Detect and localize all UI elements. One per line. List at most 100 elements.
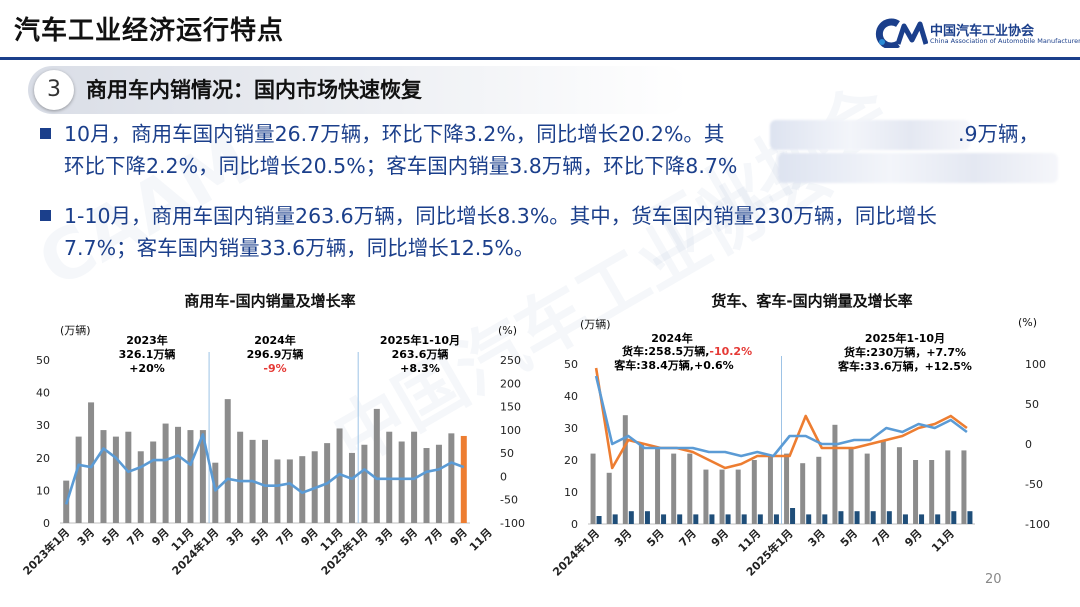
x-tick-label: 9月 xyxy=(902,527,924,549)
y2-tick-label: 100 xyxy=(1025,358,1046,371)
bar-销量-7 xyxy=(150,441,157,523)
bar-货车销量-12 xyxy=(784,453,790,524)
bar-货车销量-8 xyxy=(719,469,725,524)
bar-销量-31 xyxy=(448,433,455,523)
bar-客车销量-5 xyxy=(677,514,683,524)
blurred-region xyxy=(778,153,1058,183)
bar-销量-8 xyxy=(162,423,169,523)
bullet-2-line-2: 7.7%；客车国内销量33.6万辆，同比增长12.5%。 xyxy=(64,236,535,260)
annotation-2023-l2: 326.1万辆 xyxy=(119,347,176,361)
x-tick-label: 5月 xyxy=(398,526,420,548)
blurred-region xyxy=(770,120,970,150)
bar-销量-27 xyxy=(398,441,405,523)
y2-tick-label: 0 xyxy=(1025,438,1032,451)
annotation-2024-l1: 2024年 xyxy=(651,331,693,345)
bar-客车销量-4 xyxy=(661,514,667,524)
bar-销量-30 xyxy=(435,444,442,523)
bar-货车销量-17 xyxy=(864,453,870,524)
x-tick-label: 3月 xyxy=(612,527,634,549)
header-divider xyxy=(0,57,1080,60)
page-number: 20 xyxy=(985,572,1002,587)
x-tick-label: 2023年1月 xyxy=(20,525,73,578)
section-title: 商用车内销情况：国内市场快速恢复 xyxy=(86,78,422,102)
y2-tick-label: 100 xyxy=(500,424,521,437)
bar-销量-32 xyxy=(460,435,467,523)
bar-客车销量-13 xyxy=(806,514,812,524)
bar-销量-17 xyxy=(274,459,281,523)
y2-tick-label: -50 xyxy=(500,494,518,507)
annotation-2024-l3: -9% xyxy=(263,362,286,375)
bar-客车销量-21 xyxy=(935,514,941,524)
bar-客车销量-22 xyxy=(951,511,957,524)
bar-销量-13 xyxy=(224,399,231,523)
x-tick-label: 5月 xyxy=(100,526,122,548)
bar-客车销量-11 xyxy=(773,514,779,524)
x-tick-label: 3月 xyxy=(224,526,246,548)
bar-销量-29 xyxy=(423,448,430,523)
truck-bus-chart: 货车、客车-国内销量及增长率 (万辆) (%) 2024年 货车:258.5万辆… xyxy=(550,292,1050,579)
bar-销量-19 xyxy=(299,456,306,523)
chart-2-ylabel: (万辆) xyxy=(580,317,611,331)
bar-货车销量-15 xyxy=(832,424,838,524)
bar-货车销量-13 xyxy=(800,463,806,524)
bar-货车销量-23 xyxy=(961,450,967,524)
bar-销量-4 xyxy=(112,436,119,523)
bar-货车销量-16 xyxy=(848,447,854,524)
bar-销量-1 xyxy=(75,436,82,523)
bar-货车销量-4 xyxy=(655,447,661,524)
x-tick-label: 5月 xyxy=(249,526,271,548)
bar-销量-14 xyxy=(237,431,244,523)
chart-1-annotations: 2023年 326.1万辆 +20% 2024年 296.9万辆 -9% 202… xyxy=(119,333,460,375)
bar-销量-9 xyxy=(175,426,182,523)
bar-客车销量-14 xyxy=(822,514,828,524)
bar-销量-18 xyxy=(286,459,293,523)
y-tick-label: 30 xyxy=(36,419,50,432)
bar-销量-10 xyxy=(187,430,194,523)
y2-tick-label: -50 xyxy=(1025,478,1043,491)
x-tick-label: 7月 xyxy=(677,527,699,549)
chart-2-title: 货车、客车-国内销量及增长率 xyxy=(711,292,912,310)
commercial-vehicle-chart: 商用车-国内销量及增长率 (万辆) (%) 2023年 326.1万辆 +20%… xyxy=(20,292,525,578)
y2-tick-label: 50 xyxy=(500,447,514,460)
x-tick-label: 3月 xyxy=(373,526,395,548)
bar-客车销量-20 xyxy=(919,514,925,524)
bar-销量-26 xyxy=(386,431,393,523)
bullet-marker xyxy=(40,210,51,221)
bullet-2-line-1: 1-10月，商用车国内销量263.6万辆，同比增长8.3%。其中，货车国内销量2… xyxy=(64,204,937,228)
bar-货车销量-14 xyxy=(816,456,822,524)
bar-销量-24 xyxy=(361,444,368,523)
bar-客车销量-15 xyxy=(838,511,844,524)
chart-1-y2label: (%) xyxy=(498,324,517,337)
y2-tick-label: 50 xyxy=(1025,398,1039,411)
annotation-2025-l2: 263.6万辆 xyxy=(392,347,449,361)
bar-货车销量-7 xyxy=(703,469,709,524)
x-tick-label: 2024年1月 xyxy=(550,526,603,579)
chart-1-title: 商用车-国内销量及增长率 xyxy=(184,292,355,310)
bar-货车销量-3 xyxy=(638,444,644,524)
y-tick-label: 0 xyxy=(43,517,50,530)
x-tick-label: 9月 xyxy=(709,527,731,549)
section-bar xyxy=(28,66,688,114)
bar-客车销量-12 xyxy=(790,508,796,524)
y2-tick-label: -100 xyxy=(500,517,525,530)
bar-客车销量-8 xyxy=(725,514,731,524)
bar-客车销量-18 xyxy=(886,511,892,524)
annotation-2025-l3: +8.3% xyxy=(400,362,440,375)
bar-客车销量-1 xyxy=(612,514,618,524)
annotation-2023-l1: 2023年 xyxy=(126,333,168,347)
bar-货车销量-11 xyxy=(767,456,773,524)
x-tick-label: 7月 xyxy=(274,526,296,548)
y-tick-label: 50 xyxy=(564,358,578,371)
x-tick-label: 11月 xyxy=(736,527,764,555)
bar-货车销量-19 xyxy=(896,447,902,524)
x-tick-label: 5月 xyxy=(838,527,860,549)
y2-tick-label: 200 xyxy=(500,377,521,390)
annotation-2024-truck-value: 货车:258.5万辆, xyxy=(621,344,709,358)
annotation-2024-bus: 客车:38.4万辆,+0.6% xyxy=(613,358,733,372)
logo-text-cn: 中国汽车工业协会 xyxy=(930,24,1035,39)
caam-logo: 中国汽车工业协会 China Association of Automobile… xyxy=(872,18,1080,54)
bullet-paragraph-1: 10月，商用车国内销量26.7万辆，环比下降3.2%，同比增长20.2%。其 环… xyxy=(64,118,1064,182)
bar-销量-2 xyxy=(88,402,95,523)
bar-客车销量-2 xyxy=(628,511,634,524)
bar-销量-6 xyxy=(137,451,144,523)
